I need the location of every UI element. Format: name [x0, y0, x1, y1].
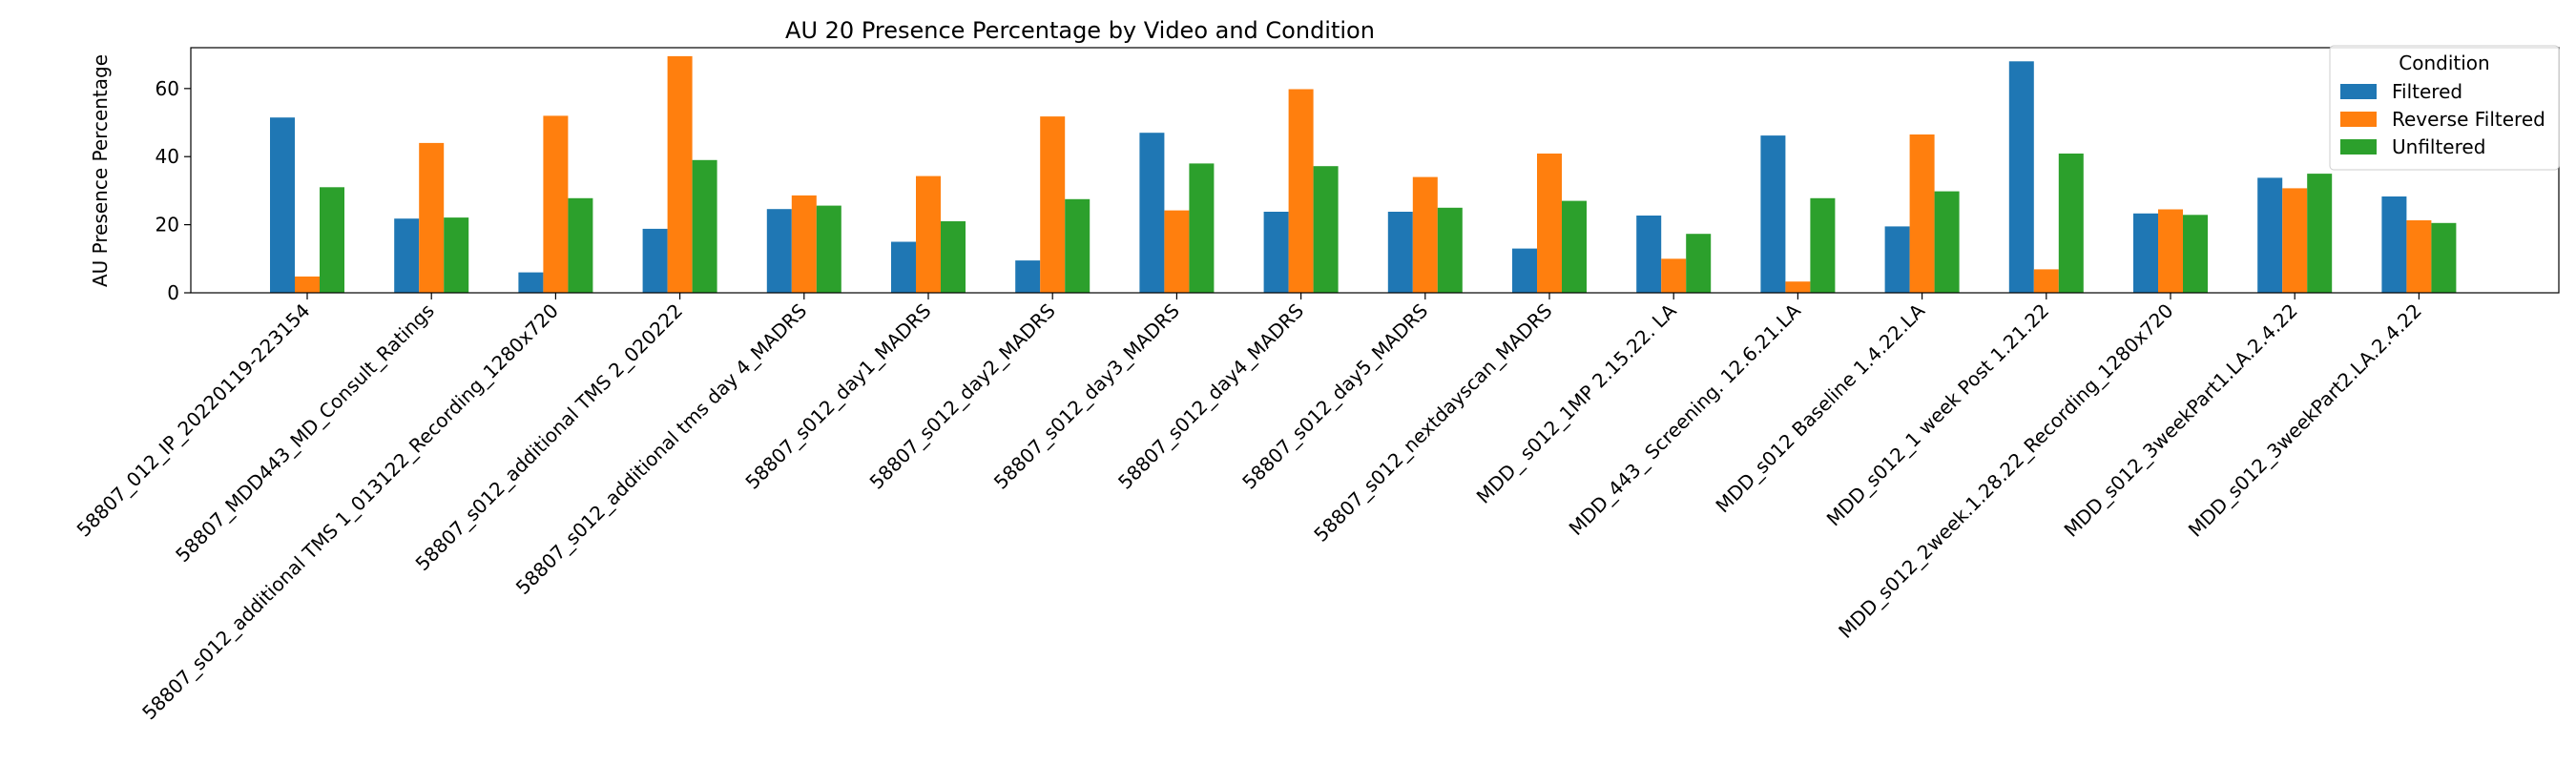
bar-unfiltered-14 [2058, 154, 2084, 293]
bar-reverse-filtered-17 [2406, 220, 2432, 293]
bar-filtered-1 [394, 218, 420, 293]
bar-reverse-filtered-3 [667, 55, 693, 294]
bar-filtered-12 [1760, 135, 1786, 293]
bar-unfiltered-3 [692, 159, 717, 293]
legend-label-filtered: Filtered [2392, 80, 2462, 103]
bar-reverse-filtered-10 [1537, 154, 1562, 293]
y-tick-label: 0 [167, 281, 179, 304]
bar-filtered-13 [1884, 226, 1910, 293]
bar-filtered-5 [891, 241, 916, 293]
x-tick-label: 58807_s012_nextdayscan_MADRS [1309, 299, 1556, 546]
x-tick-label: MDD_443_ Screening. 12.6.21.LA [1565, 299, 1806, 540]
bar-reverse-filtered-1 [419, 142, 445, 293]
bar-unfiltered-8 [1313, 166, 1339, 293]
bar-reverse-filtered-2 [543, 115, 569, 294]
bar-filtered-17 [2381, 196, 2407, 293]
bar-filtered-11 [1636, 216, 1662, 293]
bar-reverse-filtered-14 [2033, 269, 2059, 293]
bar-filtered-16 [2257, 177, 2283, 293]
bar-filtered-7 [1139, 133, 1165, 293]
bar-reverse-filtered-15 [2158, 209, 2183, 293]
y-axis: 0 20 40 60 [156, 77, 191, 304]
y-tick-label: 40 [156, 145, 179, 168]
bar-reverse-filtered-0 [295, 276, 320, 293]
bar-unfiltered-9 [1437, 207, 1463, 293]
bar-filtered-8 [1263, 212, 1289, 293]
bar-unfiltered-15 [2183, 215, 2208, 293]
plot-frame [190, 47, 2560, 294]
x-tick-label: 58807_s012_additional tms day 4_MADRS [511, 299, 812, 600]
bar-reverse-filtered-8 [1288, 89, 1314, 293]
x-tick-label: 58807_MDD443_MD_Consult_Ratings [171, 299, 439, 567]
x-axis: 58807_012_IP_20220119-22315458807_MDD443… [73, 293, 2426, 724]
bar-unfiltered-2 [568, 197, 593, 293]
bar-reverse-filtered-11 [1661, 258, 1687, 293]
bar-unfiltered-13 [1934, 191, 1960, 293]
bar-filtered-0 [270, 117, 295, 293]
legend-box [2329, 45, 2560, 171]
bar-filtered-9 [1387, 212, 1413, 293]
bar-filtered-3 [642, 228, 668, 293]
bar-reverse-filtered-13 [1909, 134, 1935, 293]
bar-reverse-filtered-5 [916, 175, 941, 293]
bar-unfiltered-4 [816, 205, 841, 293]
chart-title: AU 20 Presence Percentage by Video and C… [785, 17, 1375, 44]
legend-label-unfiltered: Unfiltered [2392, 135, 2485, 158]
bar-reverse-filtered-4 [791, 195, 817, 293]
x-tick-label: MDD_ s012_1MP 2.15.22. LA [1472, 299, 1681, 507]
x-tick-label: MDD_s012_3weekPart1.LA.2.4.22 [2060, 299, 2302, 542]
bar-unfiltered-1 [444, 217, 469, 293]
bar-unfiltered-16 [2307, 174, 2333, 293]
bar-filtered-4 [766, 209, 792, 293]
y-axis-label: AU Presence Percentage [89, 54, 112, 287]
bar-unfiltered-7 [1189, 163, 1215, 293]
legend-swatch-filtered [2340, 84, 2377, 99]
x-tick-label: MDD_s012 Baseline 1.4.22.LA [1711, 299, 1929, 517]
x-tick-label: 58807_s012_additional TMS 2_020222 [411, 299, 688, 576]
y-tick-label: 60 [156, 77, 179, 100]
bar-filtered-10 [1512, 248, 1537, 293]
legend-swatch-reverse-filtered [2340, 112, 2377, 127]
bar-filtered-15 [2133, 213, 2158, 293]
x-tick-label: 58807_012_IP_20220119-223154 [73, 299, 315, 542]
bar-unfiltered-17 [2431, 222, 2457, 293]
bars-group [270, 55, 2457, 294]
legend-swatch-unfiltered [2340, 139, 2377, 155]
bar-reverse-filtered-16 [2282, 188, 2308, 293]
x-tick-label: MDD_s012_1 week Post 1.21.22 [1822, 299, 2054, 531]
bar-reverse-filtered-6 [1040, 116, 1066, 293]
bar-unfiltered-0 [320, 187, 344, 293]
bar-unfiltered-10 [1562, 200, 1587, 293]
bar-reverse-filtered-12 [1785, 281, 1811, 293]
bar-reverse-filtered-7 [1164, 210, 1190, 293]
bar-reverse-filtered-9 [1412, 176, 1438, 293]
x-tick-label: 58807_s012_additional TMS 1_013122_Recor… [137, 299, 563, 725]
bar-unfiltered-6 [1065, 198, 1091, 293]
legend: Condition Filtered Reverse Filtered Unfilt… [2329, 45, 2560, 171]
bar-filtered-2 [518, 272, 544, 293]
bar-unfiltered-11 [1686, 234, 1712, 293]
bar-filtered-6 [1015, 260, 1041, 293]
bar-unfiltered-12 [1810, 197, 1836, 293]
x-tick-label: MDD_s012_3weekPart2.LA.2.4.22 [2184, 299, 2426, 542]
bar-unfiltered-5 [941, 221, 966, 293]
legend-items: Filtered Reverse Filtered Unfiltered [2340, 80, 2545, 158]
y-tick-label: 20 [156, 214, 179, 237]
bar-filtered-14 [2008, 61, 2034, 293]
legend-title: Condition [2399, 52, 2489, 74]
legend-label-reverse-filtered: Reverse Filtered [2392, 108, 2545, 131]
